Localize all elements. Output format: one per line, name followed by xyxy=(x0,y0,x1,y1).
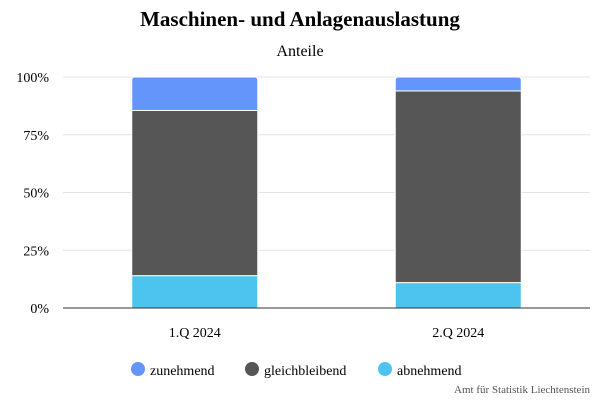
bar-segment-gleichbleibend xyxy=(131,109,259,277)
legend-marker-gleichbleibend xyxy=(245,362,259,376)
source-credit: Amt für Statistik Liechtenstein xyxy=(454,384,590,396)
legend-marker-abnehmend xyxy=(378,362,392,376)
x-tick-label: 1.Q 2024 xyxy=(169,326,221,341)
y-tick-label: 50% xyxy=(23,187,49,202)
y-tick-label: 25% xyxy=(23,244,49,259)
x-tick-label: 2.Q 2024 xyxy=(432,326,484,341)
legend-label-abnehmend: abnehmend xyxy=(397,364,462,379)
chart-subtitle: Anteile xyxy=(276,43,324,60)
bar-segment-abnehmend xyxy=(131,275,259,309)
y-tick-label: 75% xyxy=(23,129,49,144)
bar-segment-gleichbleibend xyxy=(394,90,522,284)
bar-segment-zunehmend xyxy=(394,76,522,92)
legend-marker-zunehmend xyxy=(131,362,145,376)
bar-segment-abnehmend xyxy=(394,282,522,309)
chart-title: Maschinen- und Anlagenauslastung xyxy=(140,7,460,31)
legend-label-zunehmend: zunehmend xyxy=(150,364,215,379)
y-tick-label: 0% xyxy=(30,302,49,317)
bar-segment-zunehmend xyxy=(131,76,259,111)
y-tick-label: 100% xyxy=(16,71,49,86)
legend-label-gleichbleibend: gleichbleibend xyxy=(264,364,346,379)
